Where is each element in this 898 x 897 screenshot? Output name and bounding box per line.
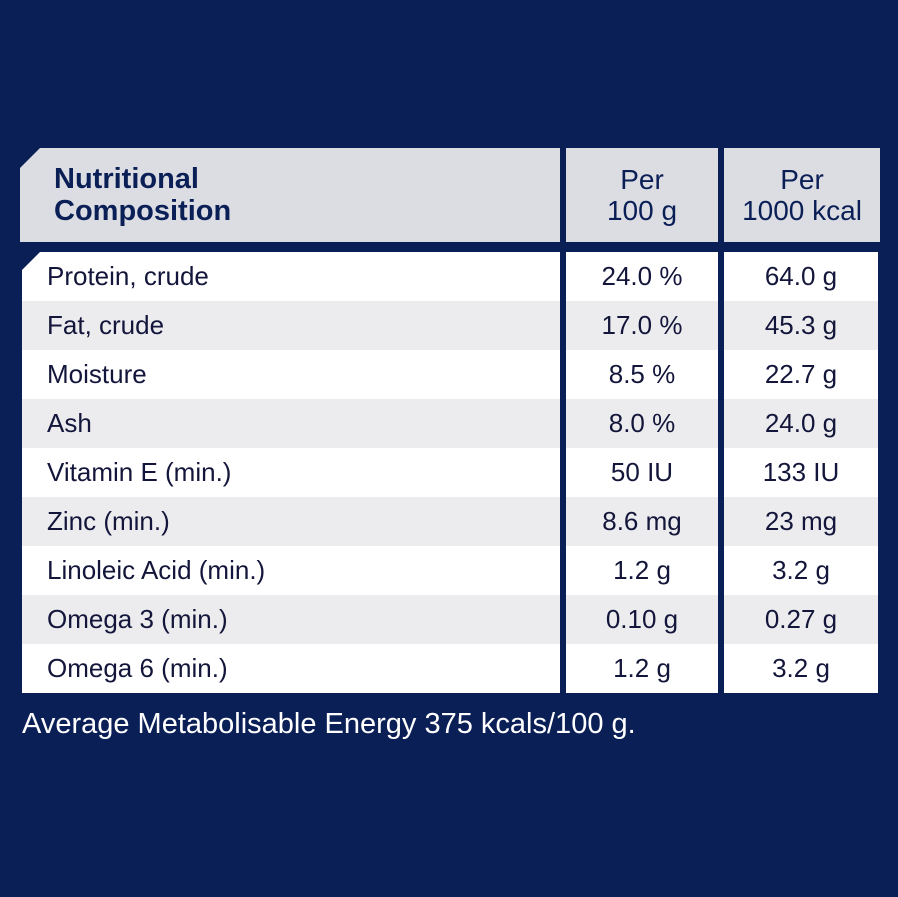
value-per-100g: 8.6 mg: [566, 497, 718, 546]
nutrient-name: Fat, crude: [22, 301, 560, 350]
nutrient-name: Vitamin E (min.): [22, 448, 560, 497]
energy-footnote: Average Metabolisable Energy 375 kcals/1…: [22, 708, 636, 740]
header-per-100g: Per 100 g: [566, 148, 718, 242]
nutrient-name: Ash: [22, 399, 560, 448]
value-per-100g: 0.10 g: [566, 595, 718, 644]
value-per-100g: 1.2 g: [566, 546, 718, 595]
value-per-1000kcal: 22.7 g: [724, 350, 878, 399]
header-name-label: Nutritional Composition: [54, 163, 232, 227]
header-per-100g-label: Per 100 g: [606, 164, 678, 226]
value-per-1000kcal: 45.3 g: [724, 301, 878, 350]
value-per-100g: 17.0 %: [566, 301, 718, 350]
table-row: Omega 6 (min.) 1.2 g 3.2 g: [20, 644, 880, 693]
value-per-1000kcal: 3.2 g: [724, 546, 878, 595]
value-per-1000kcal: 23 mg: [724, 497, 878, 546]
nutrition-table: Nutritional Composition Per 100 g Per 10…: [20, 148, 880, 693]
header-nutritional-composition: Nutritional Composition: [20, 148, 560, 242]
nutrient-name: Linoleic Acid (min.): [22, 546, 560, 595]
header-per-1000kcal: Per 1000 kcal: [724, 148, 880, 242]
value-per-1000kcal: 24.0 g: [724, 399, 878, 448]
value-per-1000kcal: 0.27 g: [724, 595, 878, 644]
table-row: Ash 8.0 % 24.0 g: [20, 399, 880, 448]
table-header: Nutritional Composition Per 100 g Per 10…: [20, 148, 880, 244]
nutrient-name: Omega 3 (min.): [22, 595, 560, 644]
nutrient-name: Moisture: [22, 350, 560, 399]
value-per-100g: 24.0 %: [566, 252, 718, 301]
value-per-100g: 8.5 %: [566, 350, 718, 399]
value-per-1000kcal: 64.0 g: [724, 252, 878, 301]
nutrient-name: Omega 6 (min.): [22, 644, 560, 693]
table-row: Zinc (min.) 8.6 mg 23 mg: [20, 497, 880, 546]
table-body: Protein, crude 24.0 % 64.0 g Fat, crude …: [20, 252, 880, 693]
table-row: Fat, crude 17.0 % 45.3 g: [20, 301, 880, 350]
header-per-1000kcal-label: Per 1000 kcal: [742, 164, 862, 226]
value-per-1000kcal: 3.2 g: [724, 644, 878, 693]
table-row: Linoleic Acid (min.) 1.2 g 3.2 g: [20, 546, 880, 595]
table-row: Omega 3 (min.) 0.10 g 0.27 g: [20, 595, 880, 644]
value-per-100g: 8.0 %: [566, 399, 718, 448]
table-row: Vitamin E (min.) 50 IU 133 IU: [20, 448, 880, 497]
value-per-100g: 1.2 g: [566, 644, 718, 693]
nutrient-name: Protein, crude: [22, 252, 560, 301]
value-per-100g: 50 IU: [566, 448, 718, 497]
value-per-1000kcal: 133 IU: [724, 448, 878, 497]
table-row: Protein, crude 24.0 % 64.0 g: [20, 252, 880, 301]
nutrient-name: Zinc (min.): [22, 497, 560, 546]
table-row: Moisture 8.5 % 22.7 g: [20, 350, 880, 399]
